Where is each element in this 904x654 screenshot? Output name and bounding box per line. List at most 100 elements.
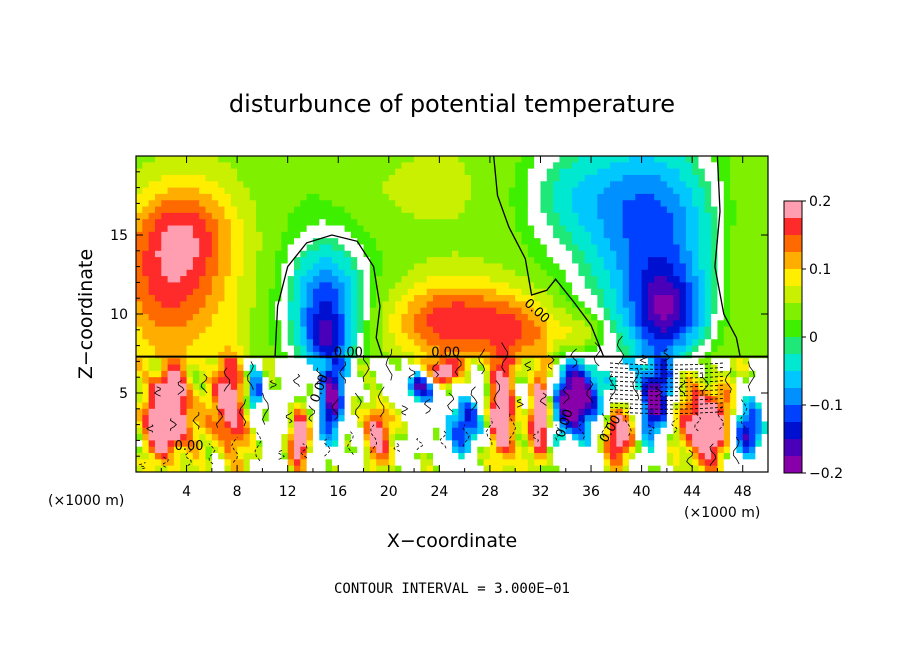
field-cell [414, 200, 421, 208]
field-cell [249, 187, 257, 195]
field-cell [565, 459, 573, 467]
field-cell [281, 345, 289, 353]
field-cell [237, 263, 245, 271]
field-cell [243, 314, 251, 321]
field-cell [338, 257, 346, 265]
field-cell [616, 396, 624, 404]
field-cell [433, 156, 440, 163]
field-cell [679, 282, 687, 290]
field-cell [319, 301, 327, 309]
field-cell [717, 200, 725, 208]
field-cell [654, 453, 662, 460]
field-cell [388, 250, 396, 258]
field-cell [584, 295, 592, 302]
field-cell [167, 389, 175, 397]
field-cell [319, 440, 327, 448]
field-cell [426, 389, 434, 397]
field-cell [237, 231, 245, 239]
field-cell [559, 465, 567, 472]
field-cell [502, 307, 510, 315]
field-cell [439, 250, 447, 258]
field-cell [148, 301, 156, 309]
field-cell [483, 200, 491, 208]
field-cell [331, 301, 339, 309]
field-cell [426, 206, 434, 214]
field-cell [755, 269, 763, 277]
field-cell [641, 351, 649, 359]
field-cell [673, 440, 681, 448]
field-cell [458, 377, 466, 385]
field-cell [534, 314, 542, 321]
field-cell [357, 225, 365, 233]
field-cell [154, 244, 162, 252]
field-cell [256, 219, 263, 227]
field-cell [470, 276, 478, 283]
field-cell [641, 377, 649, 385]
field-cell [515, 181, 523, 189]
field-cell [597, 358, 605, 366]
field-cell [464, 345, 472, 353]
field-cell [603, 383, 611, 391]
field-cell [256, 168, 263, 176]
field-cell [654, 301, 662, 309]
field-cell [154, 465, 162, 472]
field-cell [565, 219, 573, 227]
field-cell [628, 238, 636, 246]
field-cell [464, 396, 472, 404]
field-cell [376, 402, 384, 410]
field-cell [186, 453, 194, 460]
field-cell [496, 389, 504, 397]
field-cell [717, 332, 725, 340]
field-cell [628, 440, 636, 448]
field-cell [237, 301, 245, 309]
field-cell [704, 326, 712, 334]
field-cell [673, 307, 681, 315]
field-cell [458, 168, 466, 176]
field-cell [287, 282, 295, 290]
field-cell [344, 446, 352, 454]
field-cell [142, 219, 150, 227]
field-cell [521, 276, 529, 283]
field-cell [173, 332, 181, 340]
field-cell [628, 370, 636, 378]
field-cell [508, 446, 516, 454]
field-cell [211, 326, 219, 334]
field-cell [654, 276, 662, 283]
field-cell [407, 193, 415, 201]
field-cell [692, 332, 700, 340]
field-cell [483, 314, 491, 321]
field-cell [603, 402, 611, 410]
field-cell [470, 351, 478, 359]
field-cell [540, 301, 548, 309]
field-cell [388, 339, 396, 347]
field-cell [218, 434, 226, 441]
field-cell [167, 339, 175, 347]
field-cell [452, 326, 459, 334]
field-cell [610, 377, 617, 385]
field-cell [224, 162, 232, 170]
field-cell [508, 181, 516, 189]
field-cell [167, 434, 175, 441]
field-cell [534, 200, 542, 208]
field-cell [647, 408, 655, 416]
field-cell [136, 434, 143, 441]
field-cell [508, 206, 516, 214]
field-cell [635, 263, 643, 271]
field-cell [173, 295, 181, 302]
field-cell [755, 364, 763, 372]
field-cell [357, 219, 365, 227]
field-cell [407, 174, 415, 182]
field-cell [420, 187, 428, 195]
field-cell [711, 276, 719, 283]
field-cell [325, 421, 333, 429]
field-cell [502, 339, 510, 347]
field-cell [692, 238, 700, 246]
field-cell [496, 370, 504, 378]
field-cell [154, 440, 162, 448]
field-cell [565, 263, 573, 271]
field-cell [515, 174, 523, 182]
field-cell [717, 326, 725, 334]
field-cell [312, 326, 320, 334]
field-cell [376, 377, 384, 385]
